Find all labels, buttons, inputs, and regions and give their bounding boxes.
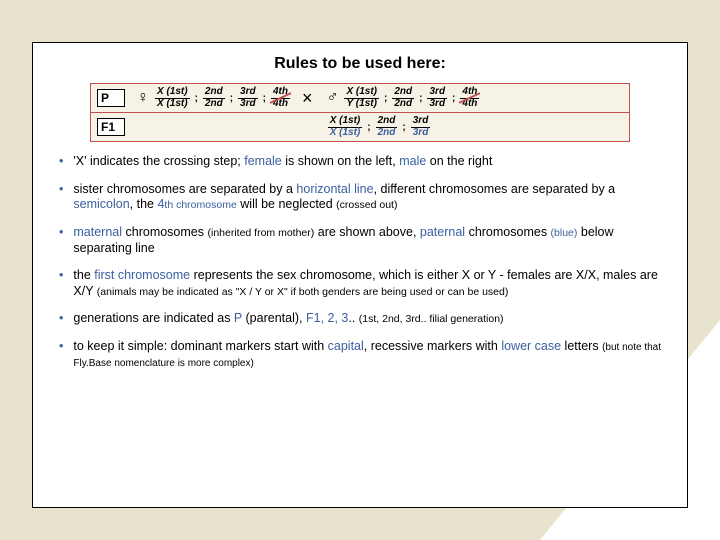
slide-box: Rules to be used here: P ♀ X (1st) X (1s… xyxy=(32,42,688,508)
chrom-female-2: 2nd2nd xyxy=(203,87,225,109)
bullet-item: sister chromosomes are separated by a ho… xyxy=(55,182,663,213)
chrom-f1-2: 2nd2nd xyxy=(376,116,398,138)
chrom-female-3: 3rd3rd xyxy=(238,87,258,109)
chrom-female-4-struck: 4th4th xyxy=(271,87,290,109)
diagram-row-f1: F1 X (1st) X (1st) ; 2nd2nd; 3rd3rd xyxy=(91,112,629,141)
chrom-male-1: X (1st) Y (1st) xyxy=(344,87,379,109)
bullet-item: generations are indicated as P (parental… xyxy=(55,311,663,327)
bullet-list: 'X' indicates the crossing step; female … xyxy=(51,154,669,370)
slide-title: Rules to be used here: xyxy=(51,55,669,73)
p-label: P xyxy=(97,89,125,107)
bullet-item: the first chromosome represents the sex … xyxy=(55,268,663,299)
cross-icon: × xyxy=(294,88,321,109)
bullet-item: maternal chromosomes (inherited from mot… xyxy=(55,225,663,256)
diagram-row-p: P ♀ X (1st) X (1st) ; 2nd2nd; 3rd3rd; 4t… xyxy=(91,84,629,112)
genetics-diagram: P ♀ X (1st) X (1st) ; 2nd2nd; 3rd3rd; 4t… xyxy=(90,83,630,142)
female-icon: ♀ xyxy=(135,89,151,107)
chrom-male-4-struck: 4th4th xyxy=(460,87,479,109)
f1-label: F1 xyxy=(97,118,125,136)
male-icon: ♂ xyxy=(324,89,340,107)
chrom-male-3: 3rd3rd xyxy=(427,87,447,109)
bullet-item: to keep it simple: dominant markers star… xyxy=(55,339,663,370)
chrom-male-2: 2nd2nd xyxy=(392,87,414,109)
bullet-item: 'X' indicates the crossing step; female … xyxy=(55,154,663,170)
chrom-f1-1: X (1st) X (1st) xyxy=(328,116,363,138)
chrom-f1-3: 3rd3rd xyxy=(411,116,431,138)
chrom-female-1: X (1st) X (1st) xyxy=(155,87,190,109)
